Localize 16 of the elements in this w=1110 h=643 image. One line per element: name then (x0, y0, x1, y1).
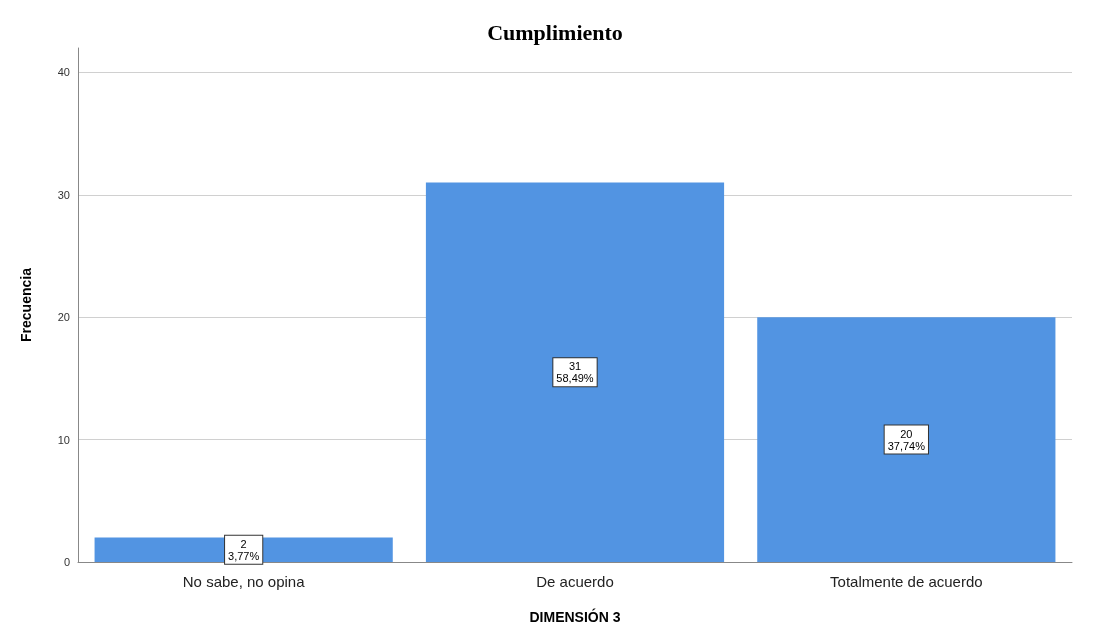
chart-title: Cumplimiento (487, 19, 623, 45)
x-tick-label: De acuerdo (536, 573, 614, 590)
y-tick-label: 0 (63, 556, 70, 568)
data-label: 2 3,77% (228, 537, 260, 562)
y-tick-label: 20 (57, 311, 70, 324)
x-tick-label: Totalmente de acuerdo (830, 573, 983, 590)
x-tick-label: No sabe, no opina (182, 573, 306, 590)
y-axis-title: Frecuencia (18, 267, 34, 342)
y-tick-label: 30 (57, 188, 70, 201)
x-axis-title: DIMENSIÓN 3 (529, 608, 621, 625)
y-tick-label: 10 (57, 433, 70, 446)
bar (757, 317, 1056, 562)
bar (425, 182, 725, 562)
data-label: 20 37,74% (887, 427, 926, 452)
y-tick-label: 40 (57, 66, 70, 79)
data-label: 31 58,49% (556, 360, 594, 385)
